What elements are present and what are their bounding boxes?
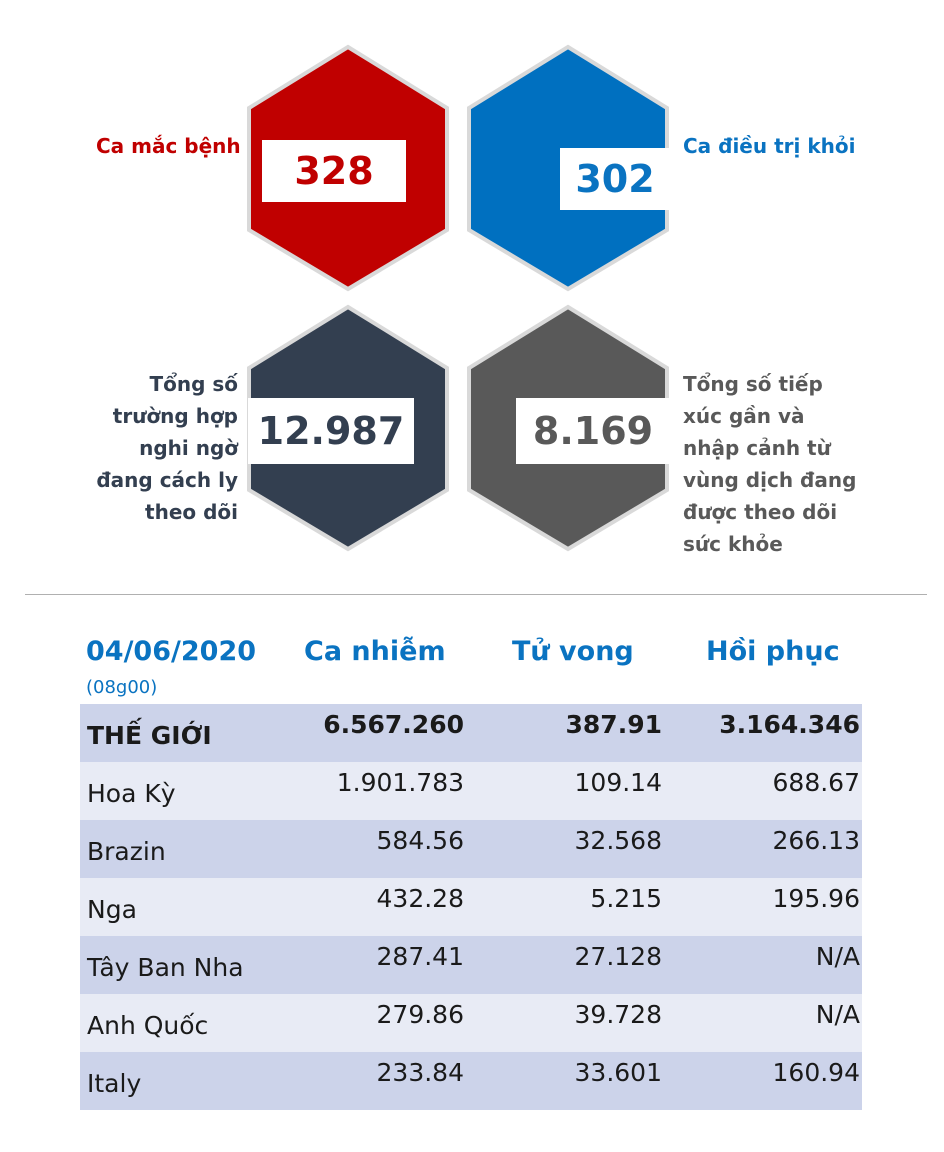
country-name: Hoa Kỳ <box>87 779 176 808</box>
infected-value: 233.84 <box>376 1058 464 1087</box>
deaths-value: 387.91 <box>565 710 662 739</box>
infected-value: 279.86 <box>376 1000 464 1029</box>
infected-value: 6.567.260 <box>323 710 464 739</box>
table-row: Italy 233.84 33.601 160.94 <box>80 1052 862 1110</box>
monitoring-value: 8.169 <box>516 398 670 464</box>
infected-value: 432.28 <box>376 884 464 913</box>
hex-monitoring: 8.169 <box>466 304 670 552</box>
infected-value: 1.901.783 <box>336 768 464 797</box>
deaths-value: 39.728 <box>574 1000 662 1029</box>
monitoring-label-line: Tổng số tiếp <box>683 372 823 396</box>
table-row: Tây Ban Nha 287.41 27.128 N/A <box>80 936 862 994</box>
recovered-value: N/A <box>815 1000 860 1029</box>
table-row: Nga 432.28 5.215 195.96 <box>80 878 862 936</box>
section-divider <box>25 594 927 595</box>
quarantine-label: Tổng số trường hợp nghi ngờ đang cách ly… <box>60 368 238 528</box>
country-name: THẾ GIỚI <box>87 721 212 750</box>
deaths-value: 33.601 <box>574 1058 662 1087</box>
country-name: Anh Quốc <box>87 1011 209 1040</box>
cases-value: 328 <box>262 140 406 202</box>
header-infected: Ca nhiễm <box>304 636 446 667</box>
hex-cases: 328 <box>246 44 450 292</box>
country-name: Tây Ban Nha <box>87 953 244 982</box>
monitoring-label-line: vùng dịch đang <box>683 468 857 492</box>
quarantine-value: 12.987 <box>248 398 414 464</box>
deaths-value: 27.128 <box>574 942 662 971</box>
monitoring-label: Tổng số tiếp xúc gần và nhập cảnh từ vùn… <box>683 368 856 560</box>
header-deaths: Tử vong <box>512 636 634 667</box>
country-name: Nga <box>87 895 137 924</box>
recovered-value: 302 <box>560 148 670 210</box>
deaths-value: 5.215 <box>590 884 662 913</box>
table-time: (08g00) <box>86 677 158 698</box>
country-name: Brazin <box>87 837 166 866</box>
table-row: Hoa Kỳ 1.901.783 109.14 688.67 <box>80 762 862 820</box>
recovered-value: 195.96 <box>772 884 860 913</box>
quarantine-label-line: Tổng số <box>149 372 238 396</box>
recovered-label: Ca điều trị khỏi <box>683 134 856 158</box>
hex-recovered: 302 <box>466 44 670 292</box>
quarantine-label-line: theo dõi <box>145 500 238 524</box>
quarantine-label-line: trường hợp <box>112 404 238 428</box>
monitoring-label-line: sức khỏe <box>683 532 783 556</box>
recovered-value: 160.94 <box>772 1058 860 1087</box>
quarantine-label-line: nghi ngờ <box>139 436 238 460</box>
infected-value: 287.41 <box>376 942 464 971</box>
recovered-value: 3.164.346 <box>719 710 860 739</box>
monitoring-label-line: nhập cảnh từ <box>683 436 831 460</box>
table-row-world: THẾ GIỚI 6.567.260 387.91 3.164.346 <box>80 704 862 762</box>
infected-value: 584.56 <box>376 826 464 855</box>
table-row: Anh Quốc 279.86 39.728 N/A <box>80 994 862 1052</box>
quarantine-label-line: đang cách ly <box>96 468 238 492</box>
cases-label: Ca mắc bệnh <box>96 134 241 158</box>
monitoring-label-line: được theo dõi <box>683 500 838 524</box>
monitoring-label-line: xúc gần và <box>683 404 805 428</box>
recovered-value: 688.67 <box>772 768 860 797</box>
table-date: 04/06/2020 <box>86 636 257 667</box>
recovered-value: N/A <box>815 942 860 971</box>
deaths-value: 32.568 <box>574 826 662 855</box>
country-name: Italy <box>87 1069 142 1098</box>
deaths-value: 109.14 <box>574 768 662 797</box>
hex-quarantine: 12.987 <box>246 304 450 552</box>
table-row: Brazin 584.56 32.568 266.13 <box>80 820 862 878</box>
recovered-value: 266.13 <box>772 826 860 855</box>
header-recovered: Hồi phục <box>706 636 840 667</box>
